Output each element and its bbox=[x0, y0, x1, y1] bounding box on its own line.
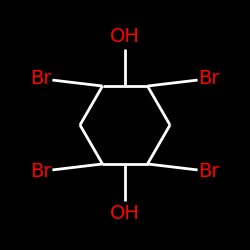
Text: Br: Br bbox=[198, 162, 220, 181]
Text: Br: Br bbox=[30, 69, 52, 88]
Text: Br: Br bbox=[198, 69, 220, 88]
Text: OH: OH bbox=[110, 27, 140, 46]
Text: OH: OH bbox=[110, 204, 140, 223]
Text: Br: Br bbox=[30, 162, 52, 181]
